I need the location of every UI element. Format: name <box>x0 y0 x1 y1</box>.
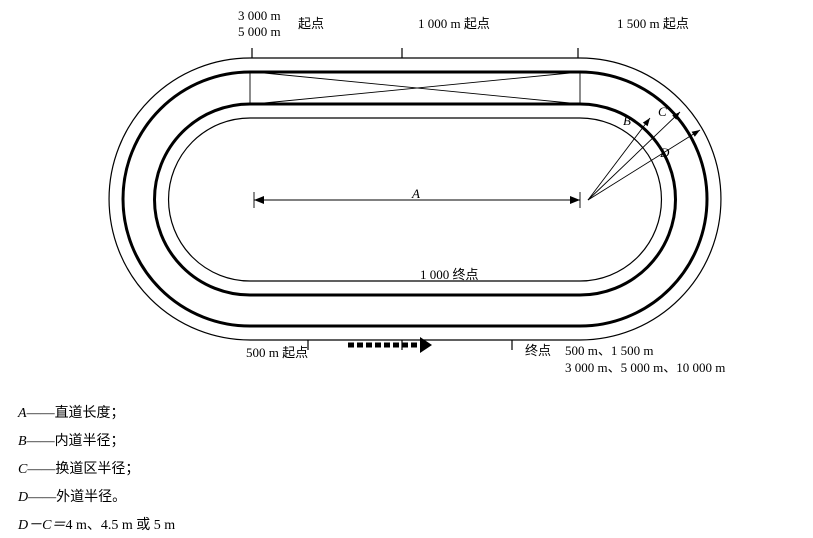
label-finish-line2: 3 000 m、5 000 m、10 000 m <box>565 360 725 376</box>
label-5000m-start: 5 000 m <box>238 24 281 40</box>
label-500m-start: 500 m 起点 <box>246 345 308 361</box>
label-3000-5000-suffix: 起点 <box>298 16 324 32</box>
label-1500m-start: 1 500 m 起点 <box>617 16 689 32</box>
legend-A: A——直道长度； <box>18 402 125 422</box>
legend-note: D－C＝4 m、4.5 m 或 5 m <box>18 514 175 534</box>
label-B: B <box>623 113 631 129</box>
legend-B: B——内道半径； <box>18 430 125 450</box>
label-A: A <box>412 186 420 202</box>
label-1000-finish: 1 000 终点 <box>420 267 479 283</box>
legend-C: C——换道区半径； <box>18 458 139 478</box>
label-3000m-start: 3 000 m <box>238 8 281 24</box>
label-finish-line1: 500 m、1 500 m <box>565 343 653 359</box>
label-D: D <box>660 145 669 161</box>
label-finish-prefix: 终点 <box>525 343 551 359</box>
legend-D: D——外道半径。 <box>18 486 126 506</box>
label-1000m-start: 1 000 m 起点 <box>418 16 490 32</box>
label-C: C <box>658 104 667 120</box>
